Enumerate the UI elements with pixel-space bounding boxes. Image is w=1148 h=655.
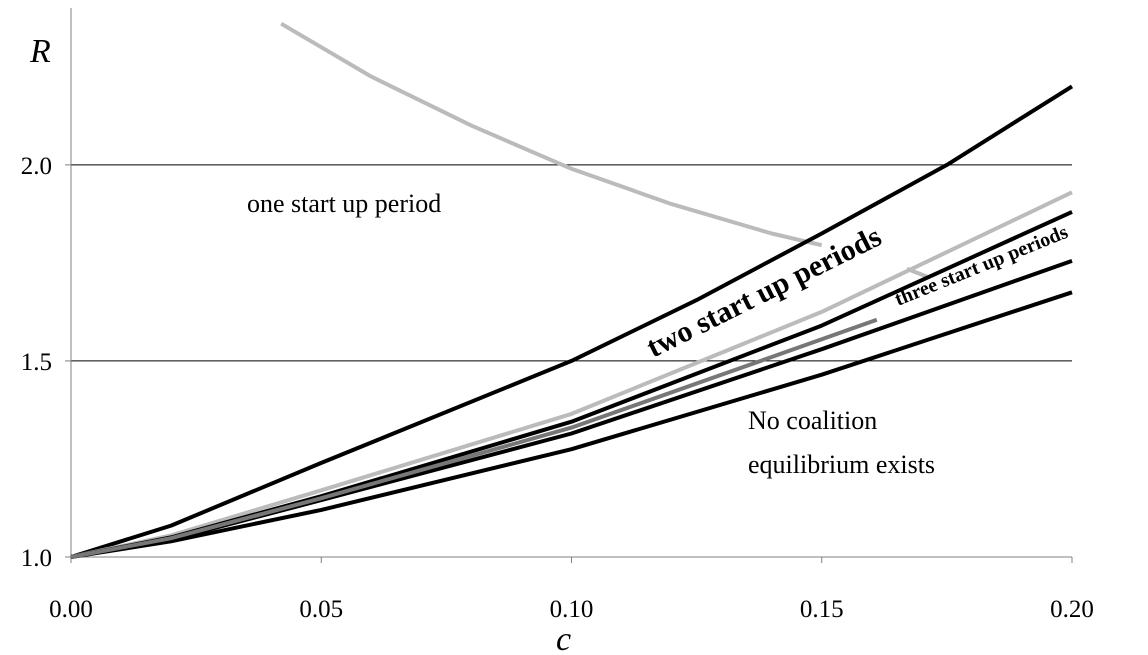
axes	[65, 8, 1073, 563]
x-tick-label-0: 0.00	[49, 596, 93, 623]
series-line-2	[70, 84, 1074, 559]
x-tick-label-3: 0.15	[800, 596, 844, 623]
y-tick-label-1: 1.5	[21, 349, 52, 376]
tick-labels: 1.0 1.5 2.0 0.00 0.05 0.10 0.15 0.20	[21, 153, 1094, 623]
annotation-equilibrium-exists: equilibrium exists	[748, 450, 935, 479]
x-tick-label-1: 0.05	[299, 596, 343, 623]
y-tick-label-2: 2.0	[21, 153, 52, 180]
annotation-no-coalition: No coalition	[748, 406, 877, 435]
x-tick-label-2: 0.10	[550, 596, 594, 623]
annotation-two-start-up-periods: two start up periods	[641, 220, 886, 364]
series-line-5	[70, 259, 1073, 559]
series-line-6	[70, 290, 1073, 559]
x-tick-label-4: 0.20	[1050, 596, 1094, 623]
y-tick-label-0: 1.0	[21, 545, 52, 572]
y-axis-title: R	[29, 33, 51, 70]
series-line-3	[70, 190, 1073, 559]
x-axis-title: c	[556, 621, 571, 655]
series-line-0	[280, 21, 823, 248]
series-group	[70, 21, 1074, 559]
series-line-7	[70, 317, 878, 559]
annotation-one-start-up-period: one start up period	[247, 189, 441, 218]
